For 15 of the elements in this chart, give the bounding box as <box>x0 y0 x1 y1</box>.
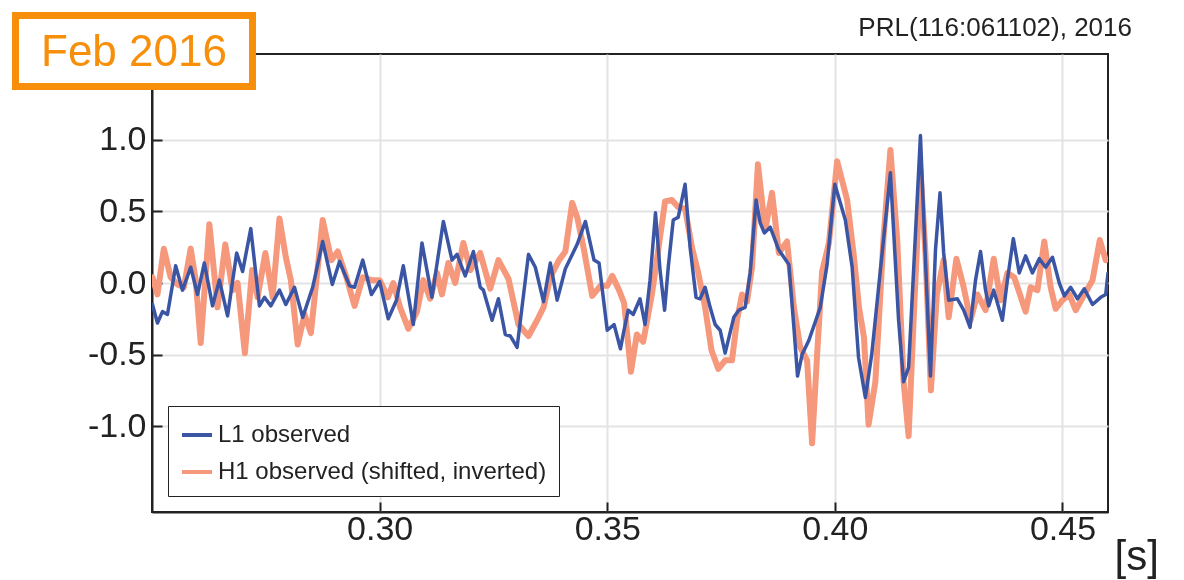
legend-label: L1 observed <box>218 420 351 447</box>
y-tick-label: 0.0 <box>99 262 147 301</box>
x-axis-title: [s] <box>1114 531 1159 579</box>
text: PRL(116:061102), 2016 <box>858 12 1132 43</box>
annotation: Feb 2016 <box>12 12 256 90</box>
y-tick-label: 0.5 <box>99 190 147 229</box>
x-tick-label: 0.40 <box>802 508 869 547</box>
x-tick-label: 0.30 <box>347 508 414 547</box>
legend-label: H1 observed (shifted, inverted) <box>218 457 547 484</box>
x-tick-label: 0.35 <box>574 508 641 547</box>
x-tick-label: 0.45 <box>1029 508 1097 547</box>
y-tick-label: 1.0 <box>99 119 147 158</box>
y-tick-label: -0.5 <box>87 334 147 373</box>
y-tick-label: -1.0 <box>87 405 147 444</box>
line-series <box>152 133 1108 400</box>
